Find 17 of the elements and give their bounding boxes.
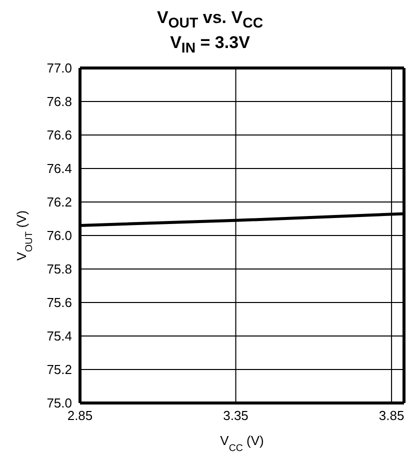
x-axis-title: V$_{CC}$ (V) (220, 432, 264, 454)
y-tick-label: 76.2 (46, 194, 72, 210)
y-tick-label: 76.0 (46, 228, 72, 243)
y-tick-label: 77.0 (46, 60, 72, 76)
x-tick-label: 3.35 (223, 408, 248, 424)
chart-subtitle: V$_{IN}$ = 3.3V (169, 33, 251, 59)
y-tick-label: 76.8 (46, 94, 72, 109)
x-tick-label: 3.85 (378, 408, 404, 424)
y-tick-label: 75.8 (46, 261, 72, 276)
y-tick-label: 75.2 (46, 362, 72, 377)
y-tick-label: 76.6 (46, 127, 72, 142)
y-tick-label: 75.0 (46, 395, 72, 410)
chart-title: V$_{OUT}$ vs. V$_{CC}$ (156, 8, 264, 34)
y-tick-label: 75.4 (46, 328, 72, 344)
y-tick-label: 75.6 (46, 294, 72, 310)
y-tick-label: 76.4 (46, 160, 72, 176)
x-tick-label: 2.85 (67, 408, 93, 424)
